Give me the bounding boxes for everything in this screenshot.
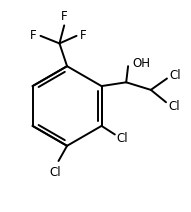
Text: F: F — [80, 29, 87, 42]
Text: Cl: Cl — [170, 69, 181, 82]
Text: Cl: Cl — [169, 99, 180, 113]
Text: F: F — [61, 10, 68, 22]
Text: F: F — [30, 29, 37, 42]
Text: Cl: Cl — [50, 166, 62, 179]
Text: OH: OH — [132, 57, 150, 70]
Text: Cl: Cl — [117, 132, 128, 145]
